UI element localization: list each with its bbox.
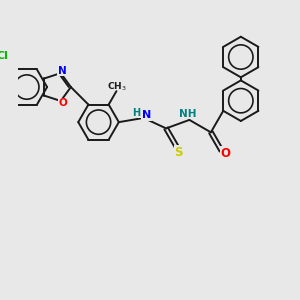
Text: O: O [58, 98, 68, 108]
Text: Cl: Cl [0, 51, 8, 61]
Text: N: N [142, 110, 151, 120]
Text: O: O [220, 147, 231, 160]
Text: CH$_3$: CH$_3$ [107, 81, 127, 93]
Text: S: S [175, 146, 183, 159]
Text: H: H [133, 108, 141, 118]
Text: N: N [58, 66, 67, 76]
Text: NH: NH [179, 109, 197, 119]
